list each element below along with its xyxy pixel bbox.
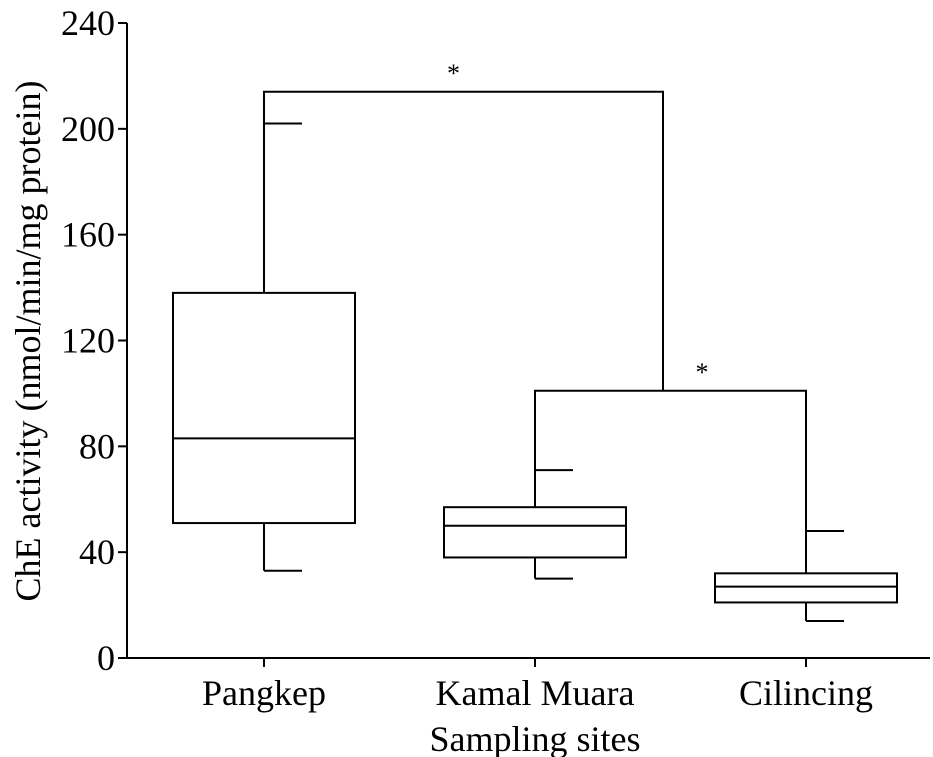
box-0 <box>172 122 356 572</box>
x-axis-title: Sampling sites <box>429 719 640 757</box>
significance-star-2: * <box>696 358 709 387</box>
bracket-1-line <box>263 90 664 391</box>
box-2 <box>714 530 898 622</box>
iqr-box <box>172 291 356 525</box>
y-axis-title: ChE activity (nmol/min/mg protein) <box>8 81 48 602</box>
significance-brackets: ** <box>263 59 807 531</box>
bracket-2-line <box>534 389 807 531</box>
y-tick-label: 0 <box>97 638 115 678</box>
x-tick-label: Kamal Muara <box>436 673 635 713</box>
y-tick-label: 40 <box>79 532 115 572</box>
y-tick-label: 160 <box>61 215 115 255</box>
boxes <box>172 122 898 622</box>
x-tick-label: Pangkep <box>202 673 326 713</box>
bracket-1: * <box>263 59 664 391</box>
iqr-box <box>714 572 898 604</box>
y-tick-label: 120 <box>61 321 115 361</box>
y-tick-label: 240 <box>61 3 115 43</box>
iqr-box <box>443 506 627 559</box>
y-tick-label: 80 <box>79 426 115 466</box>
axes: 0 40 80 120 160 200 240 Pangkep Kamal Muara Cilin… <box>61 3 930 713</box>
y-tick-label: 200 <box>61 109 115 149</box>
x-tick-label: Cilincing <box>739 673 873 713</box>
bracket-2: * <box>534 358 807 531</box>
significance-star-1: * <box>447 59 460 88</box>
